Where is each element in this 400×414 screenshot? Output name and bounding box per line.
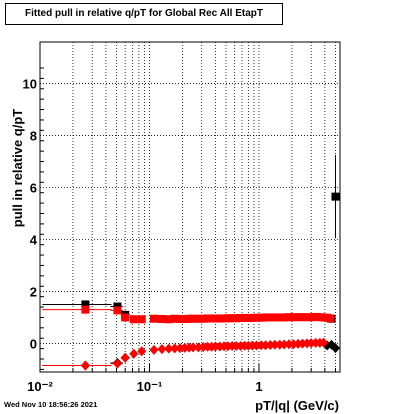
data-point-diamond	[112, 358, 122, 369]
data-point-square	[280, 313, 289, 322]
data-marks	[42, 155, 340, 371]
grid-lines	[39, 42, 340, 372]
data-point-square	[203, 314, 212, 323]
data-point-square	[164, 315, 173, 324]
data-point-square	[257, 313, 266, 322]
data-point-square	[311, 312, 320, 321]
data-point-square	[194, 314, 203, 323]
data-point-diamond	[164, 343, 174, 354]
y-axis-label: pull in relative q/pT	[10, 109, 25, 228]
data-point-square	[223, 314, 232, 323]
data-point-diamond	[319, 337, 329, 348]
data-point-square	[289, 313, 298, 322]
data-point-square	[81, 305, 90, 314]
x-tick-label: 1	[255, 379, 262, 394]
data-point-square	[189, 314, 198, 323]
data-point-diamond	[175, 343, 185, 354]
y-tick-label: 8	[30, 129, 37, 144]
data-point-square	[284, 313, 293, 322]
data-point-square	[303, 313, 312, 322]
data-point-square	[180, 314, 189, 323]
data-point-square	[129, 315, 138, 324]
y-tick-label: 2	[30, 284, 37, 299]
data-point-diamond	[120, 352, 130, 363]
data-point-square	[331, 192, 340, 201]
data-point-square	[113, 306, 122, 315]
data-point-square	[270, 313, 279, 322]
data-point-square	[211, 314, 220, 323]
data-point-diamond	[129, 348, 139, 359]
data-point-diamond	[279, 339, 289, 350]
data-point-square	[248, 313, 257, 322]
data-point-square	[266, 313, 275, 322]
y-tick-label: 6	[30, 181, 37, 196]
data-point-square	[121, 313, 130, 322]
data-point-square	[170, 314, 179, 323]
chart-title: Fitted pull in relative q/pT for Global …	[5, 3, 283, 25]
x-tick-label: 10⁻¹	[137, 379, 163, 394]
y-tick-label: 4	[30, 232, 38, 247]
data-point-diamond	[210, 341, 220, 352]
data-point-square	[252, 313, 261, 322]
data-point-diamond	[252, 340, 262, 351]
data-point-diamond	[193, 342, 203, 353]
data-point-square	[215, 314, 224, 323]
data-point-square	[294, 313, 303, 322]
data-point-diamond	[284, 339, 294, 350]
data-point-square	[275, 313, 284, 322]
data-point-square	[261, 313, 270, 322]
data-point-diamond	[149, 344, 159, 355]
y-tick-label: 0	[30, 336, 37, 351]
data-point-diamond	[157, 344, 167, 355]
data-point-square	[199, 314, 208, 323]
timestamp: Wed Nov 10 18:56:26 2021	[4, 400, 98, 409]
data-point-square	[298, 313, 307, 322]
data-point-diamond	[137, 346, 147, 357]
data-point-square	[81, 300, 90, 309]
data-point-diamond	[188, 342, 198, 353]
data-point-square	[137, 315, 146, 324]
data-point-square	[236, 313, 245, 322]
data-point-diamond	[270, 339, 280, 350]
x-axis-label: pT/|q| (GeV/c)	[255, 398, 339, 413]
data-point-square	[150, 314, 159, 323]
data-point-square	[232, 314, 241, 323]
data-point-diamond	[170, 343, 180, 354]
y-tick-label: 10	[23, 77, 37, 92]
x-tick-label: 10⁻²	[27, 379, 53, 394]
plot-frame	[39, 41, 341, 373]
data-point-square	[175, 314, 184, 323]
data-point-square	[307, 313, 316, 322]
data-point-square	[157, 314, 166, 323]
data-point-diamond	[80, 360, 90, 371]
axes-ticks: 0 2 4 6 8 10 10⁻² 10⁻¹ 1	[23, 67, 336, 394]
data-point-square	[326, 314, 335, 323]
data-point-diamond	[330, 343, 340, 354]
